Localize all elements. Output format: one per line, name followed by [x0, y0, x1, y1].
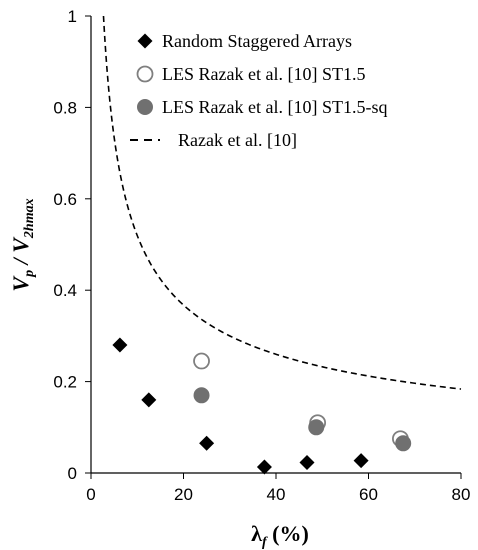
legend-label: Razak et al. [10] [178, 130, 297, 150]
y-axis-label: Vp / V2hmax [8, 198, 37, 291]
legend-label: LES Razak et al. [10] ST1.5 [162, 64, 365, 84]
legend-marker [137, 33, 153, 49]
data-point [141, 392, 157, 408]
legend-label: Random Staggered Arrays [162, 31, 352, 51]
x-tick-label: 20 [174, 485, 193, 504]
legend-label: LES Razak et al. [10] ST1.5-sq [162, 97, 387, 117]
data-point [199, 435, 215, 451]
x-tick-label: 80 [452, 485, 471, 504]
axes: 0 20 40 60 80 0 0.2 0.4 0.6 0.8 1 [53, 7, 470, 504]
x-axis-label: λf (%) [251, 521, 309, 550]
legend-marker [136, 65, 154, 83]
data-point [395, 435, 412, 452]
x-tick-label: 0 [86, 485, 95, 504]
legend: Random Staggered Arrays LES Razak et al. … [130, 31, 387, 150]
y-tick-label: 0.2 [53, 373, 77, 392]
data-point [193, 387, 210, 404]
y-tick-label: 0.4 [53, 281, 77, 300]
y-tick-label: 0.8 [53, 98, 77, 117]
data-point [353, 453, 369, 469]
y-tick-label: 0 [68, 464, 77, 483]
data-point [308, 419, 325, 436]
data-point [193, 352, 210, 370]
legend-marker [137, 99, 153, 115]
y-tick-label: 1 [68, 7, 77, 26]
y-tick-label: 0.6 [53, 190, 77, 209]
x-tick-label: 60 [359, 485, 378, 504]
data-point [299, 454, 315, 470]
data-point [112, 337, 128, 353]
x-tick-label: 40 [267, 485, 286, 504]
data-point [256, 459, 272, 475]
curve-layer [102, 16, 462, 390]
data-marks [112, 337, 412, 475]
fit-curve-line [102, 16, 462, 390]
